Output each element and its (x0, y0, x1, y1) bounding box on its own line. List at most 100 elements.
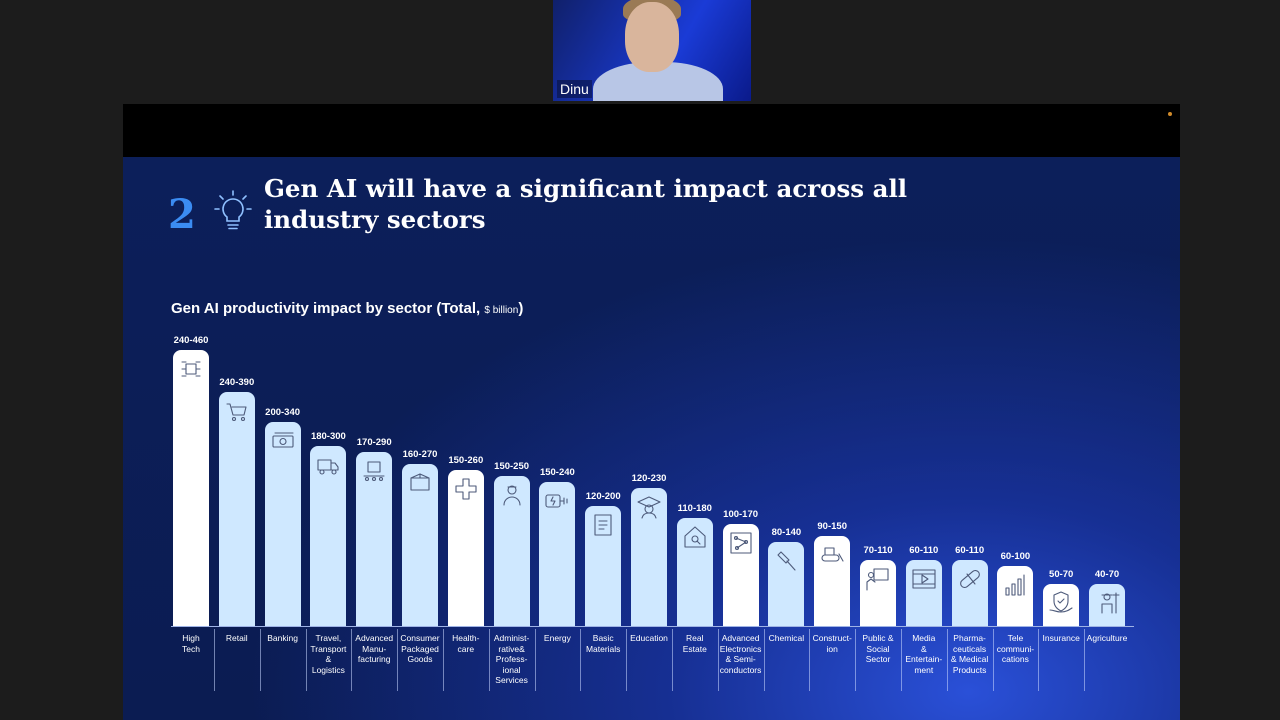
chart-title-unit: $ billion (484, 305, 519, 316)
bar-value-label: 70-110 (863, 545, 893, 556)
category-separator (305, 629, 307, 691)
category-separator (900, 629, 902, 691)
bar-value-label: 160-270 (402, 449, 438, 460)
network-chip-icon (181, 361, 201, 377)
presenter-icon (866, 568, 889, 591)
category-separator (580, 629, 582, 691)
bar-5 (402, 464, 438, 626)
bar-value-label: 120-230 (631, 473, 667, 484)
category-separator (534, 629, 536, 691)
participant-video-tile[interactable]: Dinu (553, 0, 751, 101)
bar-6 (447, 470, 484, 626)
category-separator (397, 629, 399, 691)
bar-13 (768, 542, 805, 626)
house-search-icon (684, 526, 706, 548)
bar-value-label: 60-110 (955, 545, 985, 556)
bar-value-label: 50-70 (1049, 569, 1074, 580)
category-separator (1038, 629, 1040, 691)
category-label: Travel, Transport & Logistics (310, 633, 347, 675)
bar-value-label: 150-260 (448, 455, 484, 466)
graduate-icon (637, 496, 661, 519)
conveyor-machine-icon (363, 461, 385, 482)
bar-9 (585, 506, 622, 626)
circuit-board-icon (730, 532, 752, 554)
category-separator (671, 629, 673, 691)
pill-icon (959, 569, 980, 589)
category-label: Health- care (452, 633, 480, 654)
category-label: Advanced Manu- facturing (355, 633, 394, 664)
bar-1 (218, 392, 255, 626)
bar-17 (951, 560, 988, 626)
chart-baseline (171, 626, 1134, 627)
bar-value-label: 80-140 (771, 527, 802, 538)
lightbulb-icon (214, 190, 252, 230)
category-label: Construct- ion (812, 633, 852, 654)
bulldozer-icon (821, 547, 844, 562)
bar-16 (905, 560, 942, 626)
category-label: Advanced Electronics & Semi- conductors (719, 633, 762, 675)
bar-10 (631, 488, 667, 626)
bar-7 (493, 476, 530, 626)
farmer-icon (1101, 592, 1120, 614)
category-separator (213, 629, 215, 691)
category-label: High Tech (182, 633, 200, 654)
category-label: Public & Social Sector (862, 633, 894, 664)
category-label: Real Estate (682, 633, 707, 654)
category-separator (763, 629, 765, 691)
bar-3 (310, 446, 347, 626)
slide-title: Gen AI will have a significant impact ac… (264, 174, 908, 234)
category-label: Pharma- ceuticals & Medical Products (950, 633, 989, 675)
bar-value-label: 150-240 (539, 467, 575, 478)
bar-value-label: 180-300 (310, 431, 346, 442)
bar-18 (997, 566, 1034, 626)
bar-value-label: 200-340 (265, 407, 301, 418)
shield-hand-icon (1049, 591, 1073, 613)
bar-value-label: 100-170 (723, 509, 759, 520)
shopping-cart-icon (226, 403, 247, 422)
participant-name: Dinu (557, 80, 592, 98)
bar-14 (814, 536, 851, 626)
signal-bars-icon (1005, 574, 1025, 596)
money-icon (272, 432, 294, 448)
hammer-icon (777, 551, 796, 571)
category-label: Energy (543, 633, 571, 643)
battery-plug-icon (545, 494, 568, 508)
bar-value-label: 240-460 (173, 335, 209, 346)
bar-value-label: 90-150 (817, 521, 847, 532)
category-separator (626, 629, 628, 691)
category-separator (855, 629, 857, 691)
bar-value-label: 40-70 (1094, 569, 1120, 580)
chart-title: Gen AI productivity impact by sector (To… (171, 300, 523, 317)
video-player-icon (912, 569, 936, 589)
chart-title-close: ) (518, 300, 524, 317)
worker-icon (503, 485, 521, 506)
category-label: Chemical (768, 633, 805, 643)
medical-cross-icon (455, 478, 477, 500)
sector-impact-chart: 240-460 High Tech 240-390 Retail 200-340 Bank… (123, 157, 1180, 720)
category-label: Education (630, 633, 668, 643)
bar-8 (539, 482, 576, 626)
category-label: Basic Materials (585, 633, 621, 654)
bar-15 (860, 560, 896, 626)
bar-12 (722, 524, 759, 626)
category-label: Consumer Packaged Goods (400, 633, 440, 664)
category-separator (351, 629, 353, 691)
bar-value-label: 170-290 (356, 437, 392, 448)
truck-icon (317, 459, 339, 475)
bar-value-label: 60-100 (1000, 551, 1031, 562)
category-separator (717, 629, 719, 691)
category-label: Banking (267, 633, 298, 643)
category-label: Retail (225, 633, 248, 643)
bar-value-label: 120-200 (585, 491, 621, 502)
category-label: Media & Entertain- ment (905, 633, 943, 675)
category-label: Tele communi- cations (996, 633, 1035, 664)
bar-value-label: 110-180 (677, 503, 712, 514)
status-indicator-dot (1168, 112, 1172, 116)
presentation-slide: 2 Gen AI will have a significant impact … (123, 157, 1180, 720)
category-label: Administ- rative& Profess- ional Service… (493, 633, 530, 685)
bar-value-label: 60-110 (909, 545, 939, 556)
category-label: Agriculture (1086, 633, 1128, 643)
bar-value-label: 150-250 (494, 461, 530, 472)
bar-value-label: 240-390 (219, 377, 255, 388)
participant-head (625, 2, 679, 72)
